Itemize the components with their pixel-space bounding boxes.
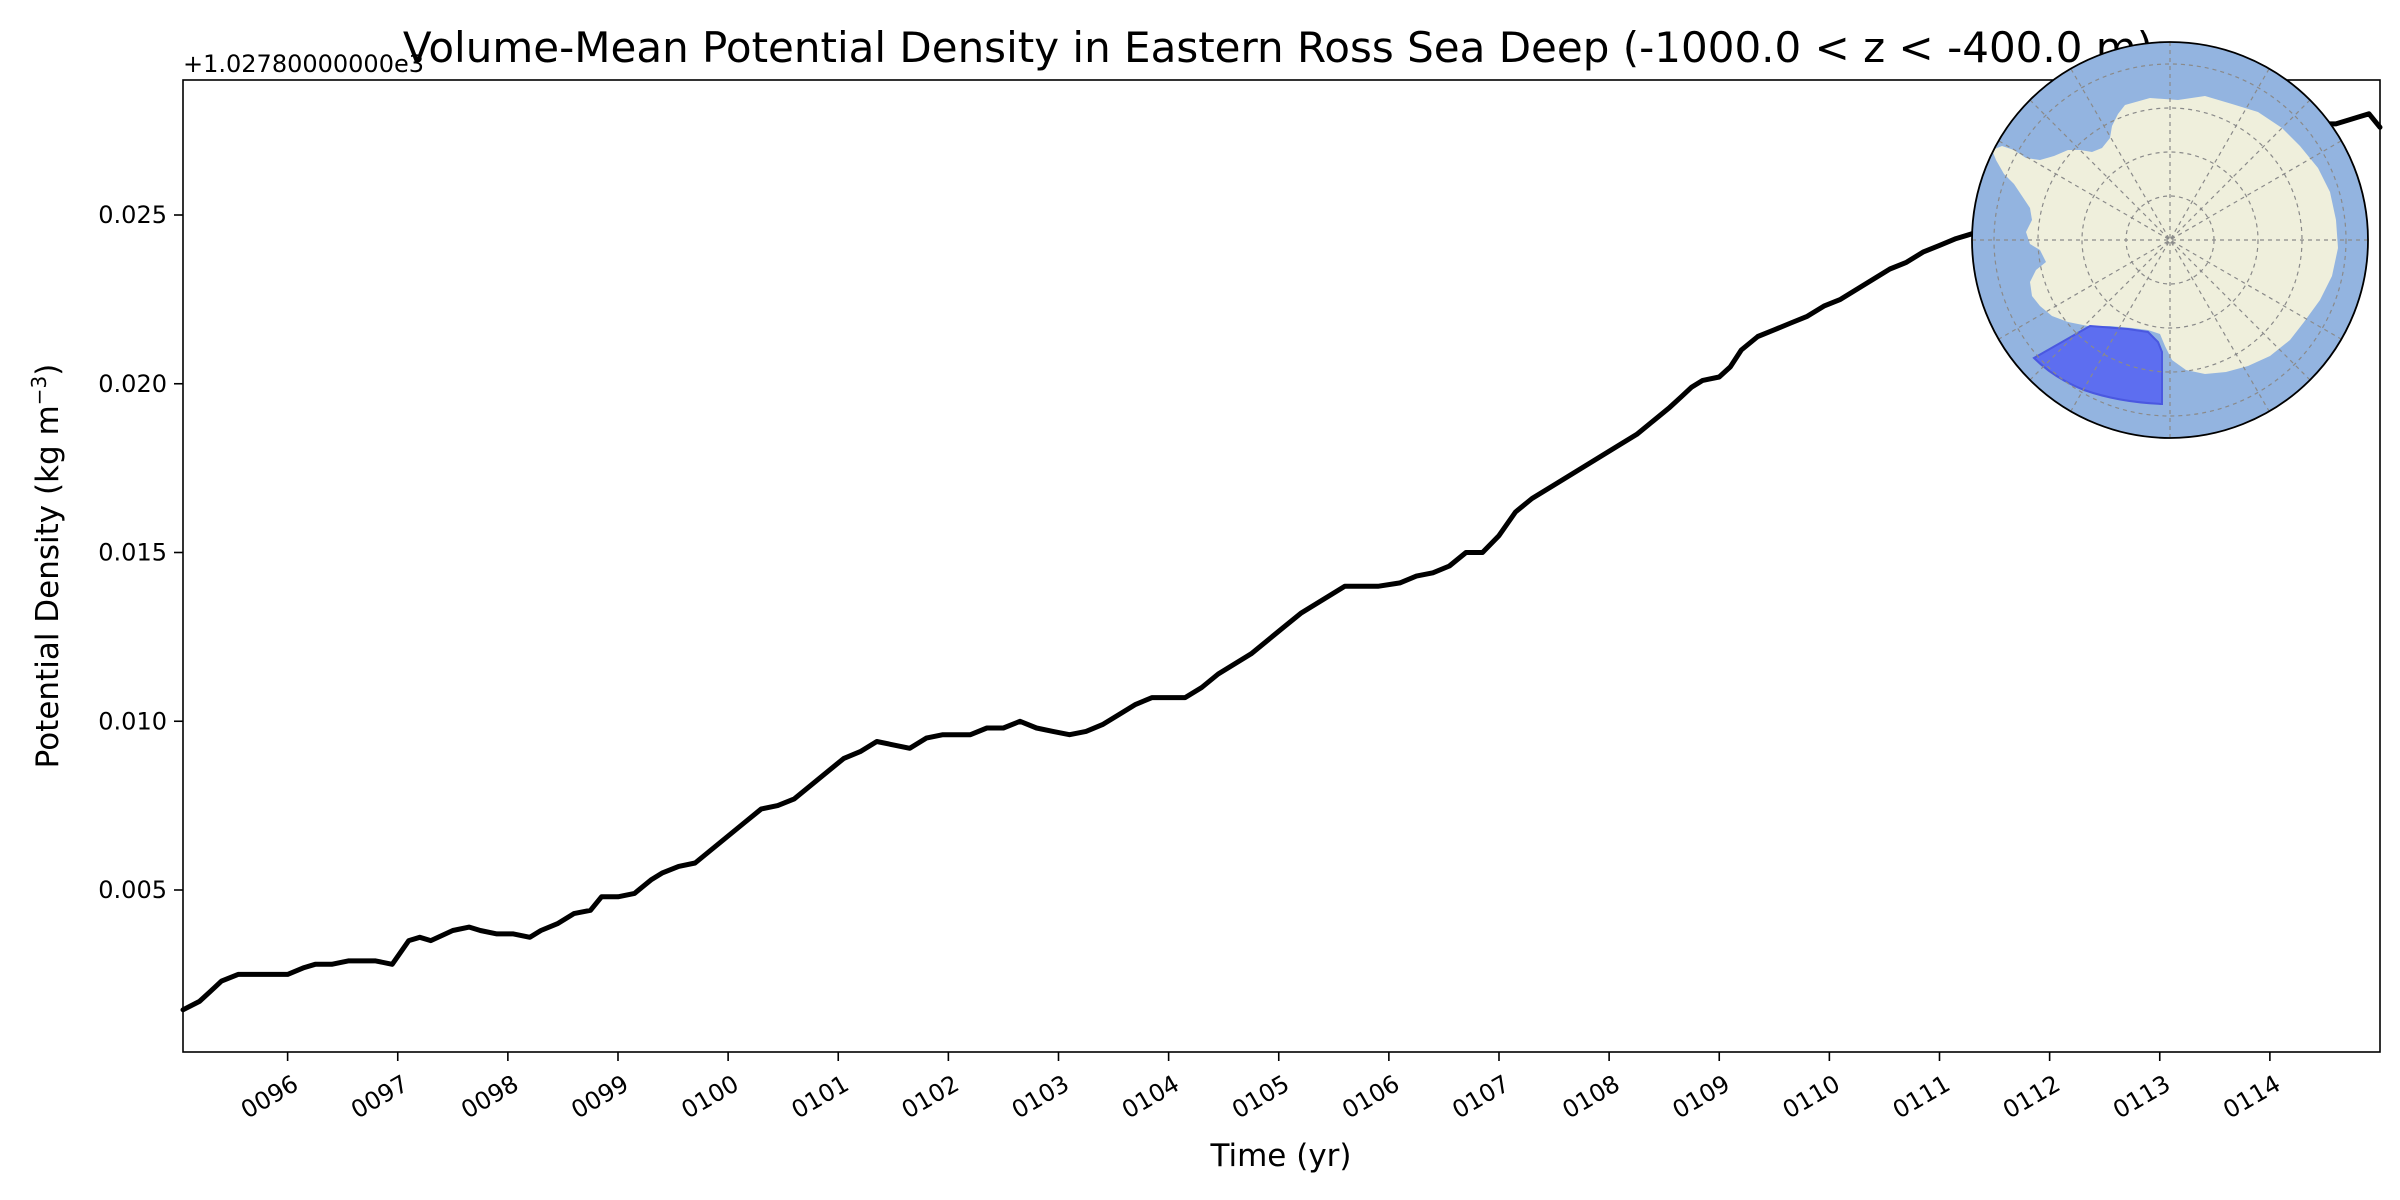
x-tick-label: 0112 [1998, 1069, 2065, 1124]
y-axis-label: Potential Density (kg m−3) [27, 364, 66, 769]
x-tick-label: 0109 [1668, 1069, 1735, 1124]
y-axis-label-main: Potential Density (kg m [30, 405, 66, 768]
x-tick-label: 0103 [1007, 1069, 1074, 1124]
x-tick-label: 0105 [1227, 1069, 1294, 1124]
x-axis-label: Time (yr) [1210, 1138, 1352, 1174]
x-tick-label: 0098 [456, 1069, 523, 1124]
y-tick-label: 0.010 [98, 707, 167, 735]
y-offset-label: +1.02780000000e3 [183, 50, 424, 78]
antarctica-inset-map [1971, 41, 2369, 439]
map-gridlines [1972, 42, 2368, 438]
x-tick-label: 0100 [677, 1069, 744, 1124]
y-tick-label: 0.005 [98, 876, 167, 904]
antarctica-landmass [1992, 96, 2338, 374]
x-tick-label: 0108 [1558, 1069, 1625, 1124]
x-tick-label: 0097 [346, 1069, 413, 1124]
y-tick-label: 0.020 [98, 370, 167, 398]
plot-frame [182, 79, 2381, 1053]
x-tick-label: 0101 [787, 1069, 854, 1124]
x-tick-label: 0106 [1337, 1069, 1404, 1124]
y-axis-label-exponent: −3 [27, 376, 51, 405]
x-tick-label: 0107 [1448, 1069, 1515, 1124]
x-axis-ticks: 0096 0097 0098 0099 0100 0101 0102 0103 0104 0105… [236, 1052, 2285, 1124]
x-tick-label: 0104 [1117, 1069, 1184, 1124]
map-border [1971, 41, 2369, 439]
x-tick-label: 0110 [1778, 1069, 1845, 1124]
y-tick-label: 0.025 [98, 201, 167, 229]
y-tick-label: 0.015 [98, 539, 167, 567]
eastern-ross-sea-region [2032, 324, 2163, 406]
x-tick-label: 0114 [2218, 1069, 2285, 1124]
y-axis-label-suffix: ) [30, 364, 66, 376]
x-tick-label: 0096 [236, 1069, 303, 1124]
chart-title: Volume-Mean Potential Density in Eastern… [403, 23, 2153, 72]
x-tick-label: 0099 [566, 1069, 633, 1124]
x-tick-label: 0111 [1888, 1069, 1955, 1124]
y-axis-ticks: 0.005 0.010 0.015 0.020 0.025 [98, 201, 183, 904]
x-tick-label: 0113 [2108, 1069, 2175, 1124]
x-tick-label: 0102 [897, 1069, 964, 1124]
